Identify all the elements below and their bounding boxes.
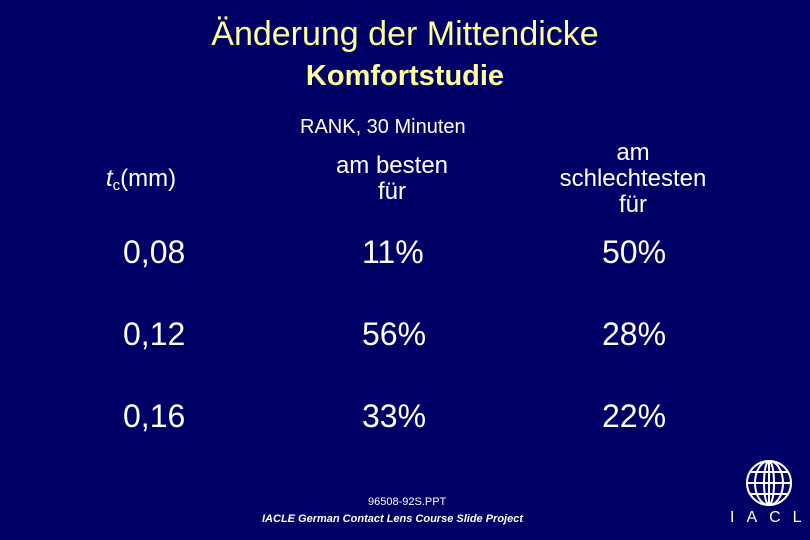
study-subhead: RANK, 30 Minuten bbox=[300, 116, 466, 138]
row2-best: 56% bbox=[362, 316, 427, 352]
header-tc-symbol: t bbox=[106, 165, 113, 192]
row2-worst: 28% bbox=[602, 316, 667, 352]
logo-text: IACLE bbox=[730, 509, 810, 526]
row1-best: 11% bbox=[362, 234, 424, 270]
footer-file-code: 96508-92S.PPT bbox=[368, 496, 447, 508]
globe-icon bbox=[746, 460, 792, 506]
row2-tc: 0,12 bbox=[123, 316, 186, 352]
header-tc: tc(mm) bbox=[106, 166, 176, 199]
header-tc-subscript: c bbox=[112, 177, 121, 194]
header-worst-line2: schlechtesten bbox=[559, 165, 707, 192]
header-worst: am schlechtesten für bbox=[526, 140, 740, 218]
row3-best: 33% bbox=[362, 398, 427, 434]
header-best-line2: für bbox=[377, 178, 406, 205]
header-tc-unit: (mm) bbox=[120, 165, 177, 192]
header-worst-line1: am bbox=[616, 139, 650, 166]
header-best: am besten für bbox=[312, 153, 472, 205]
row1-tc: 0,08 bbox=[123, 234, 186, 270]
row3-worst: 22% bbox=[602, 398, 667, 434]
footer-project: IACLE German Contact Lens Course Slide P… bbox=[262, 513, 524, 525]
header-best-line1: am besten bbox=[335, 152, 449, 179]
row3-tc: 0,16 bbox=[123, 398, 186, 434]
slide-title: Änderung der Mittendicke bbox=[211, 15, 599, 53]
row1-worst: 50% bbox=[602, 234, 667, 270]
header-worst-line3: für bbox=[618, 191, 647, 218]
slide-subtitle: Komfortstudie bbox=[305, 60, 505, 92]
